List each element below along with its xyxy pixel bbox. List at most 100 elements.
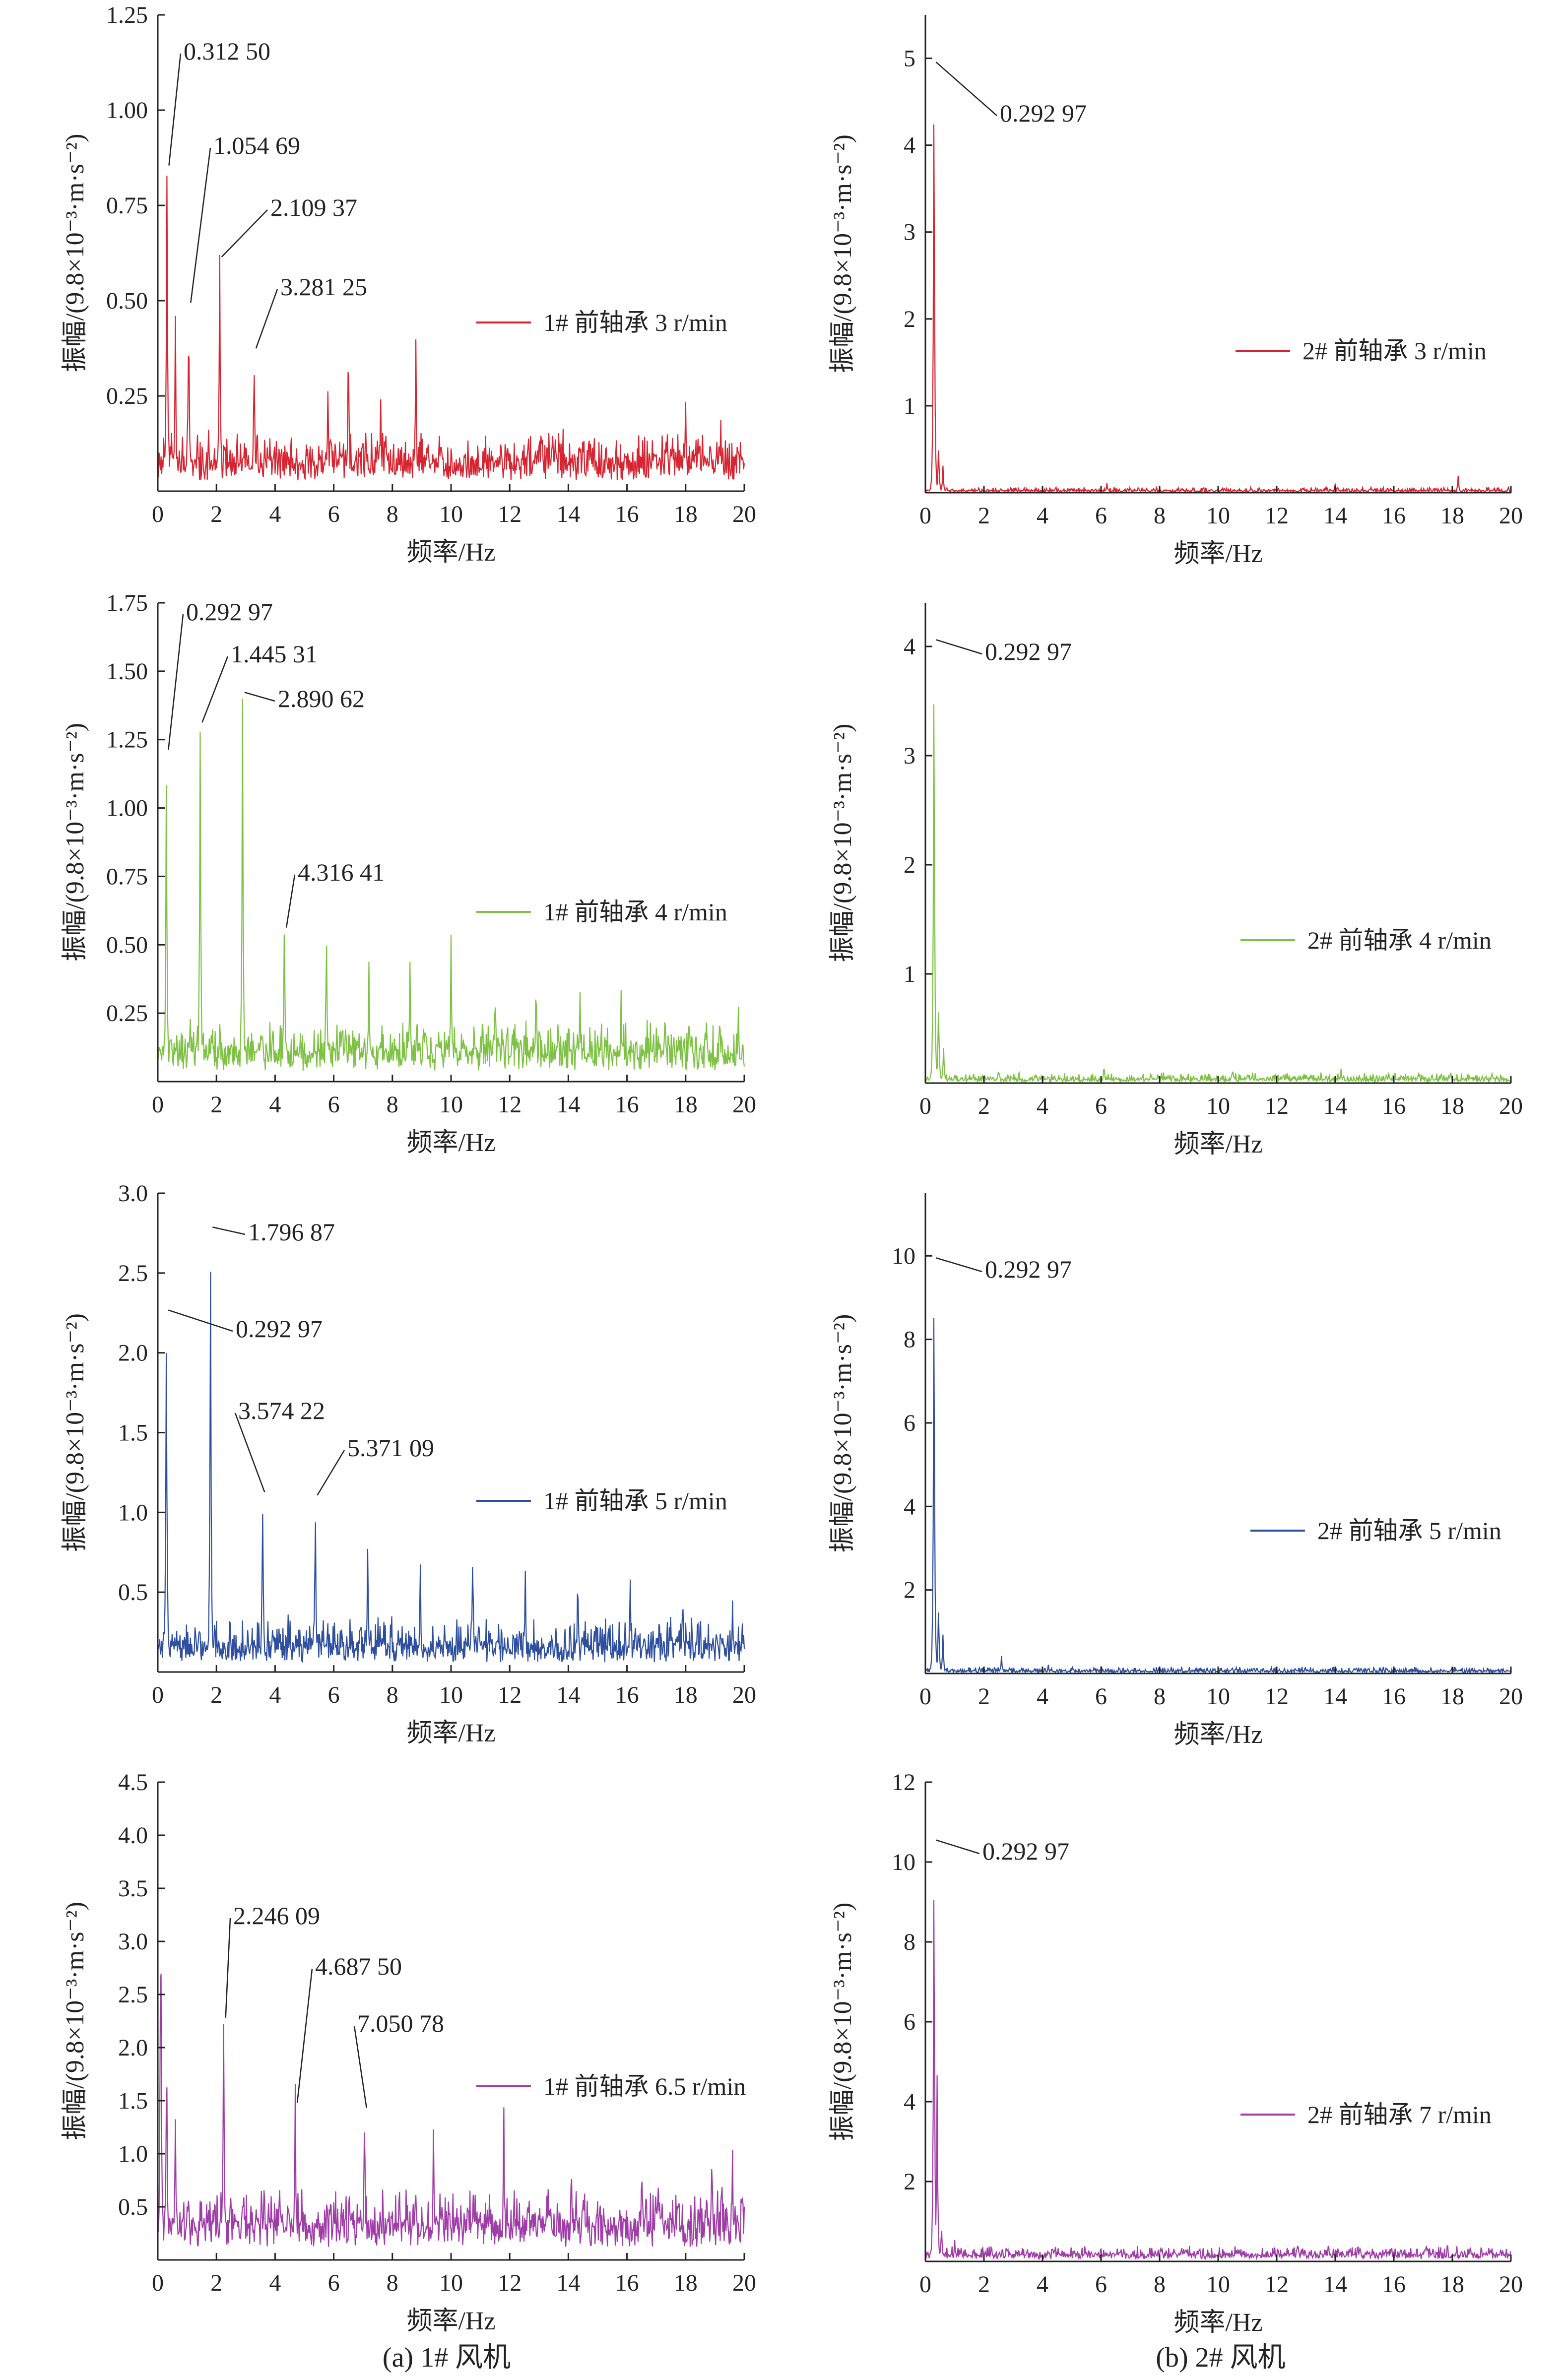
legend-label: 2# 前轴承 3 r/min (1302, 337, 1487, 365)
x-tick-label: 2 (978, 1093, 990, 1119)
x-tick-label: 12 (1265, 1683, 1289, 1710)
x-tick-label: 10 (439, 1092, 463, 1118)
y-axis-title: 振幅/(9.8×10⁻³·m·s⁻²) (61, 1313, 89, 1552)
peak-label: 1.054 69 (213, 131, 300, 159)
legend-label: 2# 前轴承 4 r/min (1307, 926, 1492, 954)
caption-b: (b) 2# 风机 (1156, 2342, 1285, 2373)
y-tick-label: 0.5 (118, 1579, 148, 1606)
x-tick-label: 4 (269, 501, 281, 527)
x-tick-label: 8 (1154, 1093, 1166, 1119)
x-tick-label: 2 (978, 503, 990, 529)
x-tick-label: 4 (269, 1092, 281, 1118)
spectrum-panel-a4: 0 2 4 6 8 10 12 14 16 18 20 0.5 1.0 1.5 2.0 2.5 3.0 3.5 4.… (61, 1769, 756, 2335)
x-tick-label: 2 (978, 1683, 990, 1710)
y-tick-label: 2.0 (118, 2035, 148, 2061)
x-tick-label: 12 (498, 1092, 521, 1118)
y-tick-label: 1.00 (106, 97, 148, 124)
spectrum-line (925, 124, 1511, 494)
y-tick-label: 2 (904, 2169, 915, 2195)
x-tick-label: 10 (1206, 2271, 1230, 2298)
y-tick-label: 1.25 (106, 2, 148, 28)
x-tick-label: 14 (556, 501, 580, 527)
peak-leader-line (255, 289, 278, 349)
y-tick-label: 1.5 (118, 1420, 148, 1446)
peak-leader-line (190, 147, 211, 303)
x-tick-label: 0 (919, 1683, 931, 1710)
legend-label: 1# 前轴承 4 r/min (543, 898, 727, 926)
peak-label: 2.246 09 (233, 1902, 320, 1930)
x-tick-label: 16 (615, 2270, 639, 2296)
x-tick-label: 14 (556, 2270, 580, 2296)
peak-leader-line (225, 1918, 231, 2018)
y-tick-label: 1 (904, 393, 915, 419)
peak-label: 0.292 97 (236, 1315, 323, 1343)
peak-label: 3.574 22 (238, 1397, 325, 1424)
x-tick-label: 4 (269, 1682, 281, 1708)
y-axis-title: 振幅/(9.8×10⁻³·m·s⁻²) (829, 724, 857, 963)
spectrum-line (157, 1271, 745, 1663)
spectrum-line (157, 176, 745, 481)
x-tick-label: 10 (1206, 1683, 1230, 1710)
peak-leader-line (285, 874, 296, 928)
peak-label: 0.292 97 (982, 1837, 1069, 1865)
spectrum-line (157, 699, 745, 1071)
peak-label: 2.890 62 (278, 685, 365, 712)
x-tick-label: 20 (732, 501, 756, 527)
y-tick-label: 1.75 (106, 590, 148, 616)
y-tick-label: 6 (904, 1410, 915, 1436)
x-tick-label: 12 (498, 1682, 521, 1708)
x-tick-label: 10 (439, 2270, 463, 2296)
x-tick-label: 6 (328, 2270, 340, 2296)
x-tick-label: 0 (152, 1682, 164, 1708)
peak-leader-line (935, 1257, 982, 1273)
x-tick-label: 2 (210, 1682, 222, 1708)
x-tick-label: 14 (1323, 2271, 1347, 2298)
x-tick-label: 12 (498, 501, 521, 527)
y-tick-label: 4 (904, 634, 915, 660)
spectrum-panel-a3: 0 2 4 6 8 10 12 14 16 18 20 0.5 1.0 1.5 2.0 2.5 3.0 频率/Hz… (61, 1180, 756, 1747)
x-tick-label: 4 (1037, 1683, 1048, 1710)
x-tick-label: 12 (1265, 503, 1289, 529)
peak-leader-line (296, 1968, 313, 2103)
x-tick-label: 0 (919, 503, 931, 529)
x-tick-label: 10 (1206, 1093, 1230, 1119)
peak-label: 0.292 97 (186, 598, 273, 626)
x-tick-label: 6 (1095, 2271, 1107, 2298)
y-tick-label: 1.50 (106, 658, 148, 685)
spectrum-panel-b2: 0 2 4 6 8 10 12 14 16 18 201234频率/Hz振幅/(9.8×10⁻³·m… (829, 603, 1523, 1158)
peak-leader-line (212, 1226, 246, 1235)
x-tick-label: 2 (978, 2271, 990, 2298)
x-tick-label: 12 (498, 2270, 521, 2296)
x-tick-label: 10 (439, 1682, 463, 1708)
x-tick-label: 8 (1154, 2271, 1166, 2298)
peak-leader-line (935, 62, 997, 116)
y-tick-label: 0.75 (106, 863, 148, 890)
peak-label: 2.109 37 (270, 193, 357, 221)
legend-label: 1# 前轴承 6.5 r/min (543, 2072, 746, 2100)
spectrum-line (157, 1973, 745, 2247)
peak-label: 3.281 25 (280, 273, 367, 301)
x-tick-label: 16 (1382, 1093, 1406, 1119)
y-tick-label: 2 (904, 852, 915, 878)
y-tick-label: 2.5 (118, 1260, 148, 1286)
y-tick-label: 2 (904, 306, 915, 332)
peak-leader-line (244, 692, 275, 702)
peak-leader-line (201, 656, 229, 723)
x-tick-label: 0 (919, 2271, 931, 2298)
x-tick-label: 18 (1440, 1683, 1464, 1710)
y-tick-label: 12 (892, 1769, 915, 1796)
x-tick-label: 14 (556, 1682, 580, 1708)
x-tick-label: 16 (1382, 503, 1406, 529)
x-axis-title: 频率/Hz (1173, 1130, 1262, 1158)
y-tick-label: 3 (904, 219, 915, 246)
x-tick-label: 20 (1499, 1093, 1523, 1119)
x-tick-label: 16 (1382, 2271, 1406, 2298)
legend-label: 1# 前轴承 5 r/min (543, 1487, 727, 1515)
y-tick-label: 3.0 (118, 1929, 148, 1955)
x-axis-title: 频率/Hz (1173, 1721, 1262, 1749)
x-tick-label: 18 (1440, 2271, 1464, 2298)
x-axis-title: 频率/Hz (406, 1719, 495, 1747)
y-axis-title: 振幅/(9.8×10⁻³·m·s⁻²) (61, 1902, 89, 2140)
peak-leader-line (168, 53, 182, 166)
x-tick-label: 18 (674, 501, 698, 527)
